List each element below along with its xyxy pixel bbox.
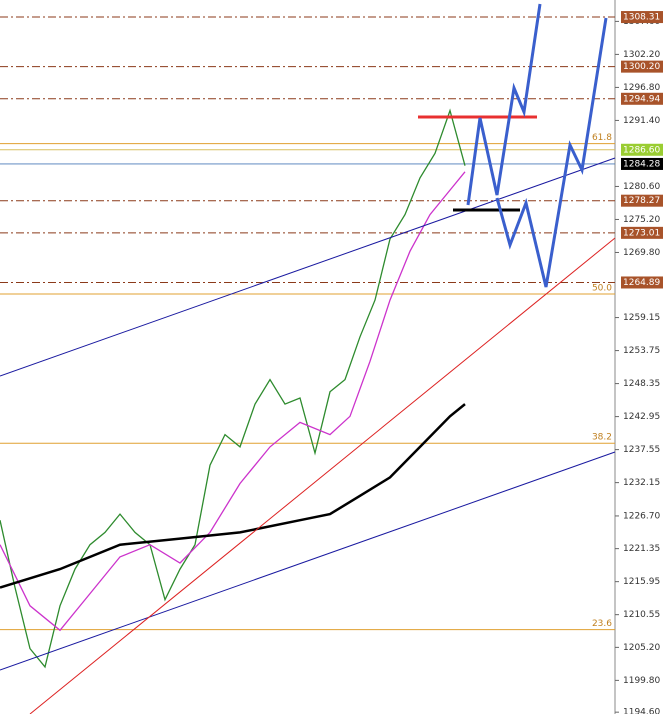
series-line — [0, 403, 466, 589]
highlight-label: 1286.60 — [623, 145, 660, 155]
drawings — [0, 16, 615, 631]
labels: 1307.601302.201296.801291.401280.601275.… — [592, 11, 663, 714]
y-tick-label: 1259.15 — [623, 313, 660, 323]
annotations — [0, 3, 616, 714]
y-tick-label: 1253.75 — [623, 346, 660, 356]
level-label: 1300.20 — [623, 62, 660, 72]
y-tick-label: 1237.55 — [623, 445, 660, 455]
trend-line — [0, 451, 616, 671]
level-label: 1294.94 — [623, 94, 660, 104]
y-tick-label: 1296.80 — [623, 83, 660, 93]
level-box — [621, 92, 663, 105]
level-box — [621, 11, 663, 24]
y-tick-label: 1291.40 — [623, 116, 660, 126]
level-box — [621, 194, 663, 207]
level-label: 1264.89 — [623, 278, 660, 288]
y-tick-label: 1226.70 — [623, 511, 660, 521]
y-tick-label: 1210.55 — [623, 610, 660, 620]
fib-label: 61.8 — [592, 133, 612, 143]
y-tick-label: 1221.35 — [623, 544, 660, 554]
level-label: 1273.01 — [623, 228, 660, 238]
layers — [0, 108, 466, 669]
level-label: 1278.27 — [623, 196, 660, 206]
fib-label: 50.0 — [592, 284, 612, 294]
series-line — [0, 171, 466, 632]
y-tick-label: 1199.80 — [623, 676, 660, 686]
level-box — [621, 276, 663, 289]
y-tick-label: 1269.80 — [623, 248, 660, 258]
y-tick-label: 1302.20 — [623, 50, 660, 60]
y-tick-label: 1280.60 — [623, 182, 660, 192]
projection-arrow — [495, 17, 608, 288]
y-tick-label: 1248.35 — [623, 379, 660, 389]
y-tick-label: 1232.15 — [623, 478, 660, 488]
current-box — [621, 157, 663, 170]
level-label: 1308.31 — [623, 13, 660, 23]
y-tick-label: 1242.95 — [623, 412, 660, 422]
trend-line — [29, 237, 616, 714]
trend-line — [0, 157, 616, 377]
projection-arrow — [466, 3, 542, 206]
y-tick-label: 1205.20 — [623, 643, 660, 653]
fib-label: 23.6 — [592, 619, 612, 629]
fib-label: 38.2 — [592, 433, 612, 443]
level-box — [621, 226, 663, 239]
y-tick-label: 1215.95 — [623, 577, 660, 587]
highlight-box — [621, 143, 663, 156]
series-line — [0, 108, 466, 669]
y-tick-label: 1275.20 — [623, 215, 660, 225]
level-box — [621, 60, 663, 73]
y-tick-label: 1194.60 — [623, 708, 660, 714]
current-label: 1284.28 — [623, 159, 660, 169]
